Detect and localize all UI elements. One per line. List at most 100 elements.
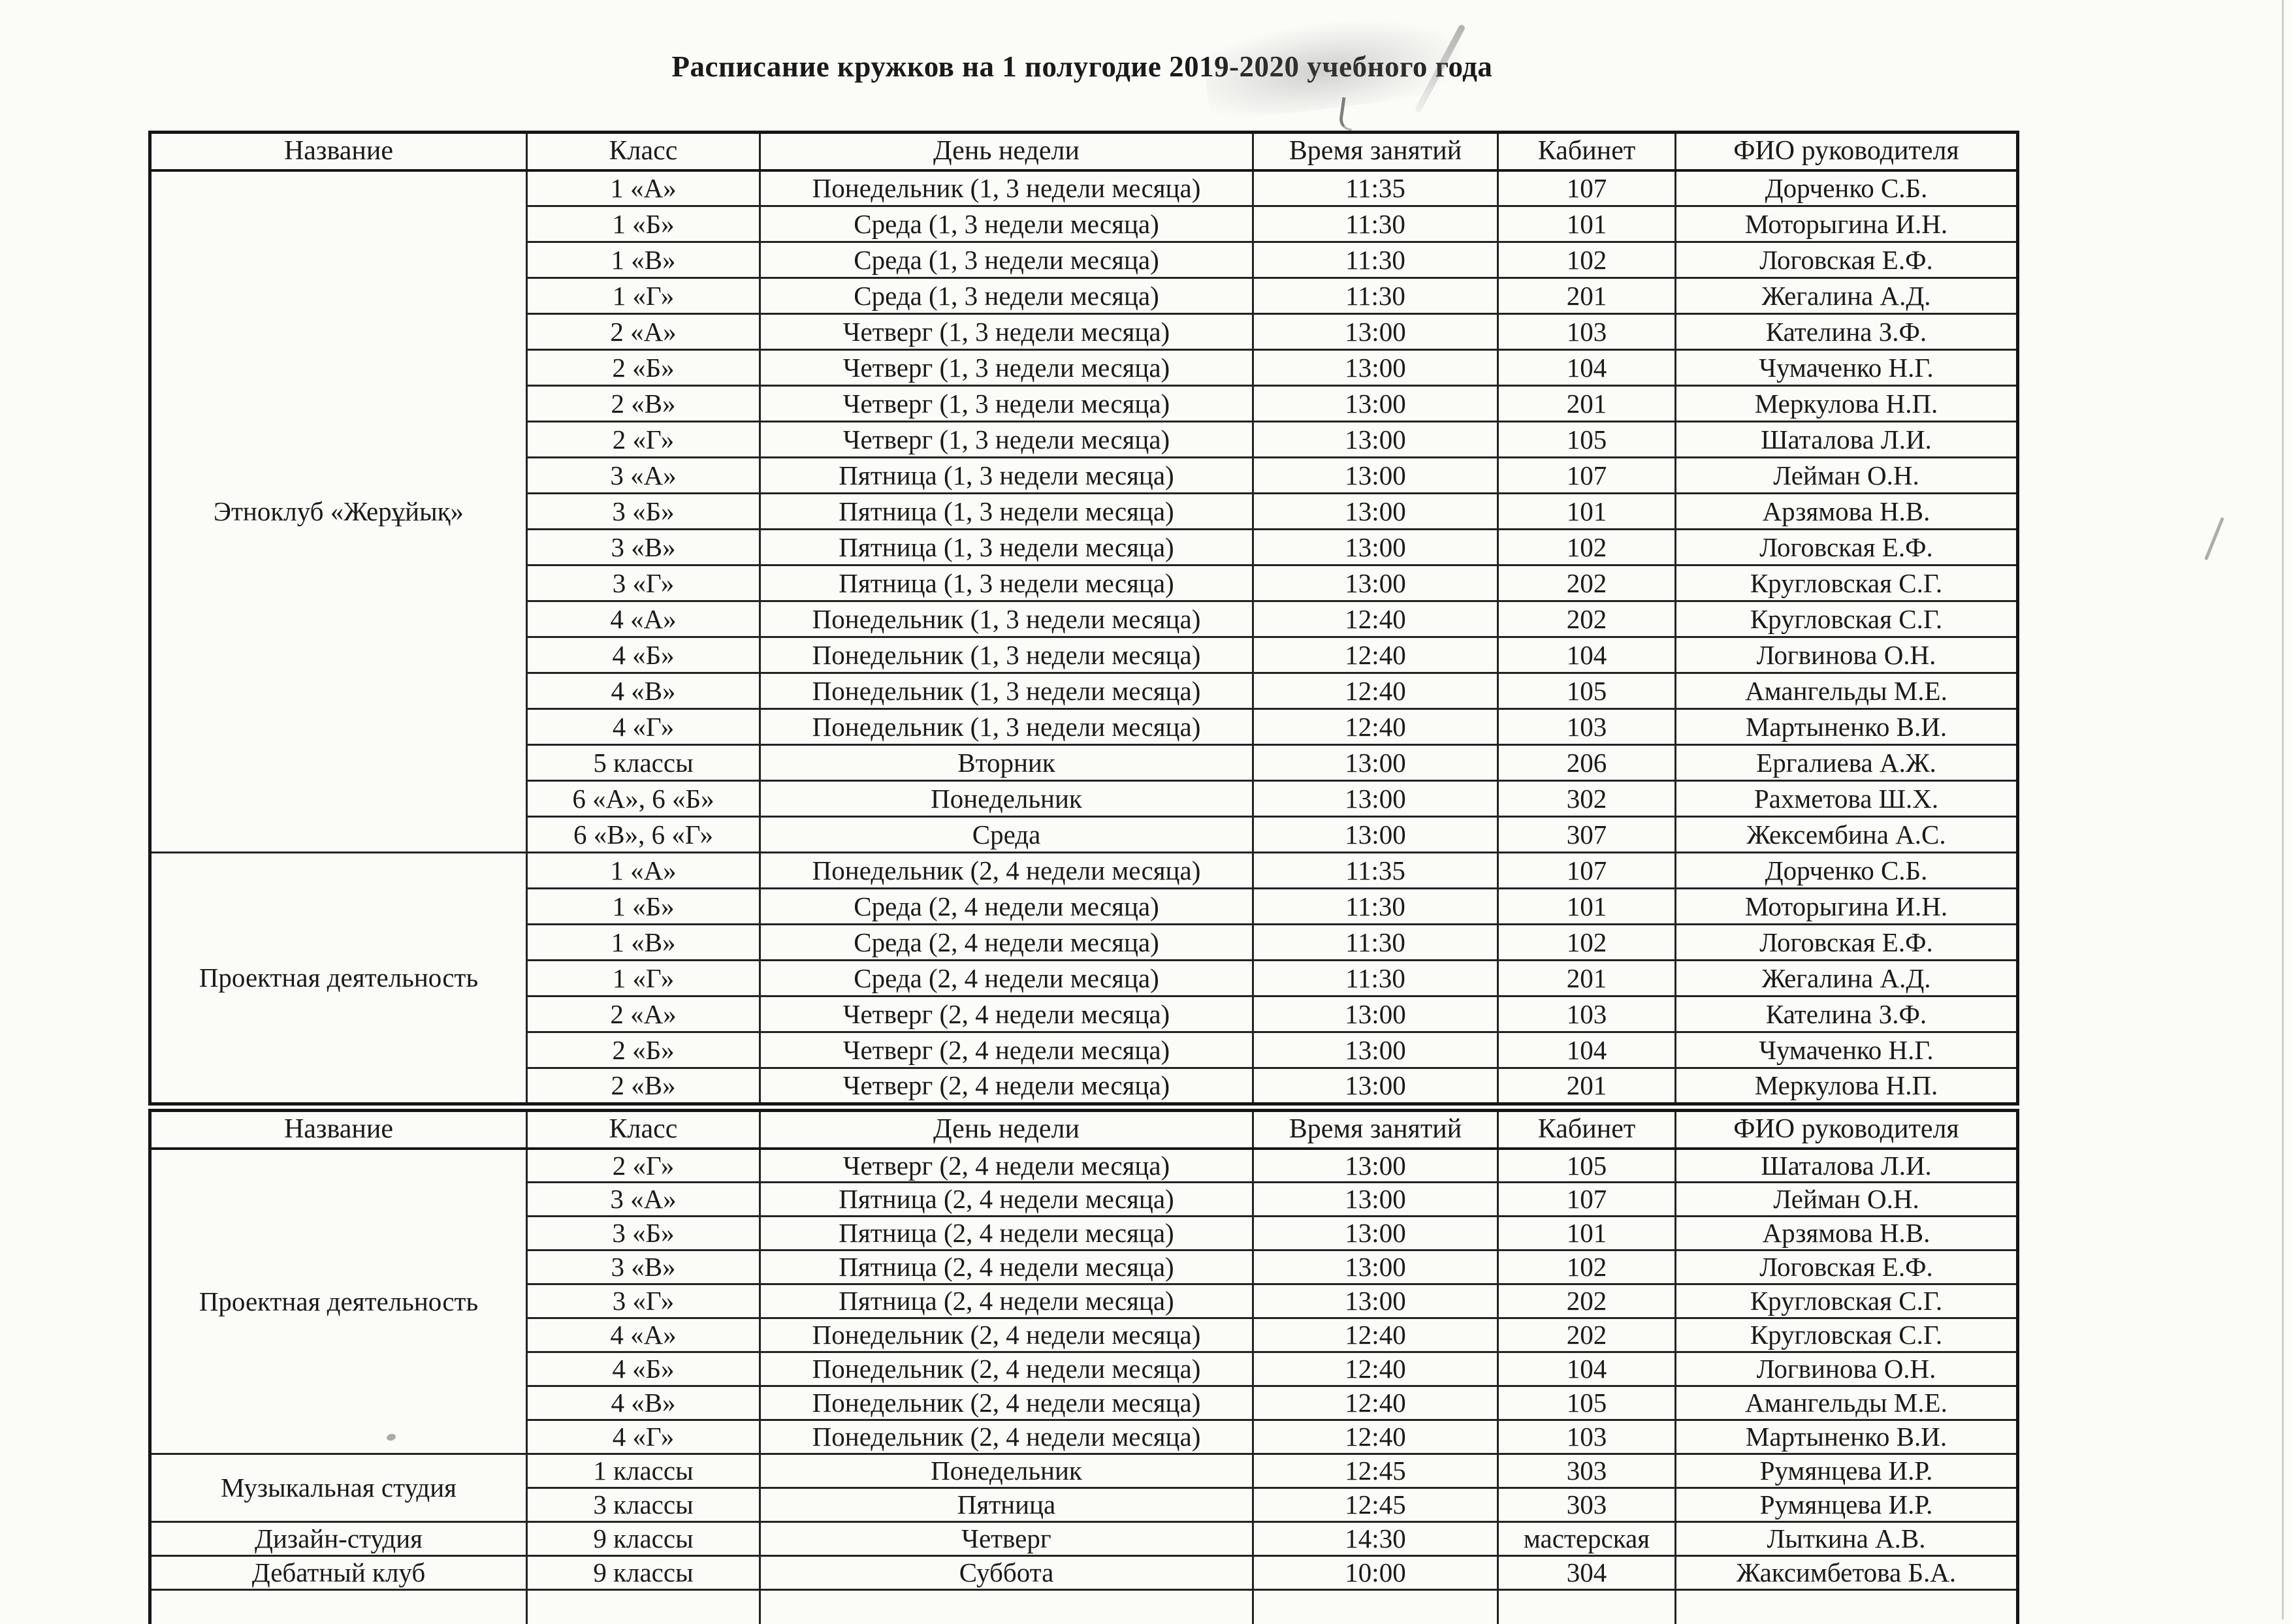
- cell-room: 103: [1497, 1419, 1676, 1455]
- cell-time: 13:00: [1252, 780, 1499, 818]
- table-row: Дебатный клуб 9 классы Суббота 10:00 304 Жак…: [149, 1555, 2019, 1591]
- cell-empty: [1674, 1589, 2019, 1624]
- section-name-cell: Дебатный клуб: [149, 1555, 528, 1591]
- cell-room: 303: [1497, 1453, 1676, 1489]
- cell-day: Четверг (1, 3 недели месяца): [759, 349, 1254, 387]
- table-row: 3 «Г» Пятница (1, 3 недели месяца) 13:00 20…: [150, 564, 2019, 602]
- cell-class: 2 «А»: [526, 995, 761, 1033]
- table-row: 2 «В» Четверг (1, 3 недели месяца) 13:00 20…: [150, 385, 2019, 422]
- cell-time: 12:40: [1252, 1317, 1499, 1353]
- cell-day: Понедельник (1, 3 недели месяца): [759, 708, 1254, 746]
- cell-time: 11:30: [1252, 923, 1499, 961]
- cell-room: 201: [1497, 385, 1676, 422]
- cell-class: 4 «В»: [526, 1385, 761, 1421]
- cell-fio: Чумаченко Н.Г.: [1674, 349, 2019, 387]
- cell-day: Среда (2, 4 недели месяца): [759, 959, 1254, 997]
- col-header-room: Кабинет: [1497, 1109, 1676, 1150]
- cell-class: 3 «Б»: [526, 492, 761, 530]
- cell-room: мастерская: [1497, 1521, 1676, 1557]
- cell-day: Четверг (2, 4 недели месяца): [759, 1031, 1254, 1069]
- table-row: 6 «В», 6 «Г» Среда 13:00 307 Жексембина А.С.: [150, 816, 2019, 853]
- cell-room: 107: [1497, 456, 1676, 494]
- cell-day: Понедельник: [759, 1453, 1254, 1489]
- cell-fio: Жексембина А.С.: [1674, 816, 2019, 853]
- cell-time: 11:30: [1252, 205, 1499, 243]
- cell-fio: Арзямова Н.В.: [1674, 492, 2019, 530]
- cell-room: 304: [1497, 1555, 1676, 1591]
- table-row: 2 «Б» Четверг (1, 3 недели месяца) 13:00 10…: [150, 349, 2019, 387]
- cell-time: 13:00: [1252, 528, 1499, 566]
- cell-room: 101: [1497, 887, 1676, 925]
- cell-day: Четверг: [759, 1521, 1254, 1557]
- cell-room: 105: [1497, 421, 1676, 458]
- cell-room: 104: [1497, 1031, 1676, 1069]
- table-row: 3 «В» Пятница (1, 3 недели месяца) 13:00 10…: [150, 528, 2019, 566]
- cell-room: 202: [1497, 1283, 1676, 1319]
- cell-fio: Логвинова О.Н.: [1674, 636, 2019, 674]
- cell-day: Пятница (2, 4 недели месяца): [759, 1283, 1254, 1319]
- cell-day: Пятница (2, 4 недели месяца): [759, 1215, 1254, 1251]
- section-name-cell: Проектная деятельность: [149, 1147, 528, 1455]
- cell-fio: Дорченко С.Б.: [1674, 852, 2019, 889]
- table-row: 4 «А» Понедельник (1, 3 недели месяца) 12:…: [150, 600, 2019, 638]
- scan-edge-line: [2282, 0, 2284, 1619]
- cell-time: 12:45: [1252, 1487, 1499, 1523]
- cell-room: 103: [1497, 313, 1676, 351]
- cell-fio: Моторыгина И.Н.: [1674, 205, 2019, 243]
- cell-day: Понедельник (1, 3 недели месяца): [759, 600, 1254, 638]
- cell-class: 9 классы: [526, 1555, 761, 1591]
- cell-fio: Кругловская С.Г.: [1674, 564, 2019, 602]
- cell-time: 13:00: [1252, 564, 1499, 602]
- cell-day: Пятница: [759, 1487, 1254, 1523]
- cell-class: 2 «Г»: [526, 1147, 761, 1183]
- table-row: 2 «В» Четверг (2, 4 недели месяца) 13:00 20…: [150, 1067, 2019, 1105]
- table-row: 1 «В» Среда (2, 4 недели месяца) 11:30 102 Л…: [150, 923, 2019, 961]
- cell-time: 13:00: [1252, 421, 1499, 458]
- cell-fio: Меркулова Н.П.: [1674, 385, 2019, 422]
- cell-day: Понедельник: [759, 780, 1254, 818]
- cell-room: 102: [1497, 923, 1676, 961]
- cell-day: Пятница (1, 3 недели месяца): [759, 564, 1254, 602]
- cell-class: 3 «А»: [526, 1181, 761, 1217]
- cell-time: 13:00: [1252, 1181, 1499, 1217]
- table-row: Проектная деятельность 2 «Г» Четверг (2, …: [149, 1147, 2019, 1455]
- col-header-time: Время занятий: [1252, 1109, 1499, 1150]
- cell-fio: Румянцева И.Р.: [1674, 1487, 2019, 1523]
- cell-room: 104: [1497, 636, 1676, 674]
- cell-day: Среда: [759, 816, 1254, 853]
- cell-time: 12:40: [1252, 708, 1499, 746]
- table-row: 3 классы Пятница 12:45 303 Румянцева И.Р.: [150, 1487, 2019, 1523]
- cell-room: 307: [1497, 816, 1676, 853]
- cell-room: 105: [1497, 1385, 1676, 1421]
- cell-room: 202: [1497, 1317, 1676, 1353]
- table-row: 2 «Б» Четверг (2, 4 недели месяца) 13:00 10…: [150, 1031, 2019, 1069]
- col-header-room: Кабинет: [1497, 131, 1676, 172]
- cell-time: 12:40: [1252, 600, 1499, 638]
- schedule-table-page2: Название Класс День недели Время занятий…: [148, 1109, 2019, 1624]
- table-row: 2 «А» Четверг (1, 3 недели месяца) 13:00 10…: [150, 313, 2019, 351]
- table-row: 4 «Б» Понедельник (1, 3 недели месяца) 12:…: [150, 636, 2019, 674]
- cell-time: 13:00: [1252, 1147, 1499, 1183]
- section-name-cell: Этноклуб «Жерұйық»: [149, 169, 528, 853]
- cell-fio: Мартыненко В.И.: [1674, 1419, 2019, 1455]
- cell-time: 14:30: [1252, 1521, 1499, 1557]
- cell-day: Понедельник (2, 4 недели месяца): [759, 1419, 1254, 1455]
- table-row: 3 «Б» Пятница (2, 4 недели месяца) 13:00 10…: [150, 1215, 2019, 1251]
- cell-time: 12:40: [1252, 1385, 1499, 1421]
- table-row: 3 «А» Пятница (1, 3 недели месяца) 13:00 10…: [150, 456, 2019, 494]
- cell-room: 201: [1497, 959, 1676, 997]
- cell-empty: [759, 1589, 1254, 1624]
- cell-room: 302: [1497, 780, 1676, 818]
- cell-fio: Румянцева И.Р.: [1674, 1453, 2019, 1489]
- table-header-row: Название Класс День недели Время занятий…: [149, 1109, 2019, 1150]
- cell-room: 104: [1497, 349, 1676, 387]
- cell-time: 13:00: [1252, 1031, 1499, 1069]
- table-row: 4 «В» Понедельник (1, 3 недели месяца) 12:…: [150, 672, 2019, 710]
- col-header-class: Класс: [526, 131, 761, 172]
- cell-fio: Кателина З.Ф.: [1674, 313, 2019, 351]
- table-row: Этноклуб «Жерұйық» 1 «А» Понедельник (1, …: [149, 169, 2019, 853]
- cell-time: 11:30: [1252, 887, 1499, 925]
- cell-class: 1 «Б»: [526, 887, 761, 925]
- cell-fio: Арзямова Н.В.: [1674, 1215, 2019, 1251]
